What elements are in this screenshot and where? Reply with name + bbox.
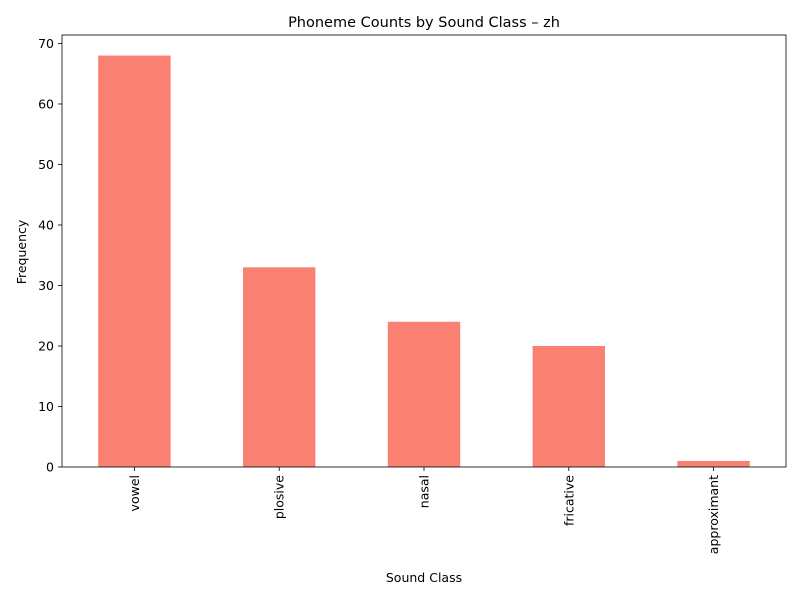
x-tick-label-vowel: vowel bbox=[127, 475, 142, 511]
plot-area: 0 10 20 30 40 50 60 70 vowel plosive nasal fricativ… bbox=[38, 34, 787, 554]
bar-nasal bbox=[387, 321, 461, 467]
y-tick-label: 30 bbox=[38, 278, 54, 293]
x-tick-label-fricative: fricative bbox=[561, 475, 576, 526]
y-tick-label: 10 bbox=[38, 399, 54, 414]
axes-frame bbox=[61, 34, 787, 468]
y-tick-label: 50 bbox=[38, 157, 54, 172]
y-axis-label: Frequency bbox=[14, 219, 29, 284]
bar-fricative bbox=[532, 345, 605, 467]
y-tick-label: 70 bbox=[38, 36, 54, 51]
x-tick-label-approximant: approximant bbox=[706, 475, 721, 554]
y-tick-label: 0 bbox=[46, 460, 54, 475]
x-tick-label-nasal: nasal bbox=[417, 475, 432, 508]
y-tick-label: 60 bbox=[38, 96, 54, 111]
bar-plosive bbox=[243, 267, 316, 467]
x-axis-label: Sound Class bbox=[386, 570, 462, 585]
bar-approximant bbox=[677, 460, 750, 467]
y-tick-label: 20 bbox=[38, 338, 54, 353]
x-tick-label-plosive: plosive bbox=[272, 475, 287, 519]
y-tick-label: 40 bbox=[38, 217, 54, 232]
chart-title: Phoneme Counts by Sound Class – zh bbox=[288, 15, 560, 31]
bar-vowel bbox=[98, 55, 171, 467]
